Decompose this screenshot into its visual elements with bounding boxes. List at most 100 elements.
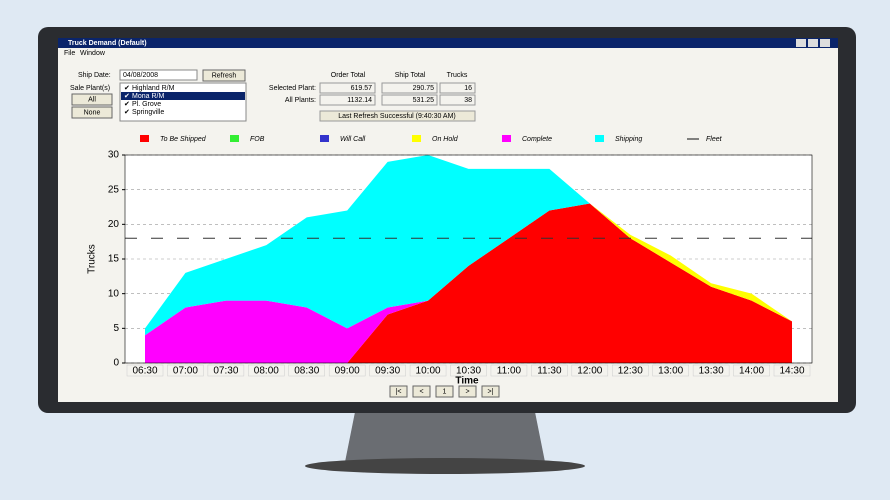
y-tick-label: 10 xyxy=(108,288,120,299)
x-tick-label: 13:30 xyxy=(699,366,724,377)
total-value: 38 xyxy=(464,97,472,104)
row-label: All Plants: xyxy=(285,97,316,104)
x-tick-box xyxy=(248,364,285,377)
value-box xyxy=(381,94,438,106)
row-label: Selected Plant: xyxy=(269,85,316,92)
x-tick-label: 08:00 xyxy=(254,366,279,377)
legend-label[interactable]: To Be Shipped xyxy=(160,136,207,143)
x-tick-label: 14:00 xyxy=(739,366,764,377)
area xyxy=(145,203,792,363)
plant-check: ✔ xyxy=(124,101,130,108)
close[interactable] xyxy=(820,39,830,47)
ship-date[interactable]: 04/08/2008 xyxy=(123,72,158,79)
y-tick-label: 5 xyxy=(113,323,119,334)
x-tick-box xyxy=(571,364,609,377)
ship-date-label: Ship Date: xyxy=(78,72,111,79)
legend-swatch[interactable] xyxy=(502,135,511,142)
refresh-button[interactable] xyxy=(202,69,246,82)
x-tick-box xyxy=(652,364,689,377)
total-value: 531.25 xyxy=(413,97,435,104)
legend-swatch[interactable] xyxy=(595,135,604,142)
status: Last Refresh Successful (9:40:30 AM) xyxy=(338,113,456,120)
pager-button[interactable] xyxy=(481,385,500,398)
selected-row xyxy=(121,92,245,100)
pager-button[interactable] xyxy=(435,385,454,398)
window-title: Truck Demand (Default) xyxy=(68,40,147,47)
legend-swatch[interactable] xyxy=(140,135,149,142)
x-tick-box xyxy=(328,364,366,377)
total-value: 1132.14 xyxy=(347,97,372,104)
minimize[interactable] xyxy=(796,39,806,47)
pager-label[interactable]: 1 xyxy=(443,388,447,395)
plant-item[interactable]: Highland R/M xyxy=(132,85,175,92)
none-button[interactable] xyxy=(71,106,113,119)
plant-check: ✔ xyxy=(124,93,130,100)
x-tick-label: 10:30 xyxy=(456,366,481,377)
area xyxy=(145,155,792,336)
x-tick-label: 09:00 xyxy=(335,366,360,377)
status-box xyxy=(319,110,476,122)
maximize[interactable] xyxy=(808,39,818,47)
legend-label[interactable]: Fleet xyxy=(706,136,723,143)
legend-label[interactable]: Complete xyxy=(522,136,552,143)
x-tick-label: 07:30 xyxy=(213,366,238,377)
total-value: 290.75 xyxy=(413,85,435,92)
y-tick-label: 20 xyxy=(108,219,120,230)
y-tick-label: 30 xyxy=(108,150,120,161)
plant-item[interactable]: Pl. Grove xyxy=(132,101,161,108)
x-tick-box xyxy=(773,364,811,377)
y-axis-label: Trucks xyxy=(87,244,98,274)
header-trucks: Trucks xyxy=(447,72,468,79)
pager-button[interactable] xyxy=(389,385,408,398)
x-axis-label: Time xyxy=(455,376,479,387)
date-box[interactable] xyxy=(119,69,198,81)
x-tick-box xyxy=(288,364,325,377)
none-label[interactable]: None xyxy=(84,109,101,116)
menu-file[interactable]: File xyxy=(64,50,75,57)
sale-plants-label: Sale Plant(s) xyxy=(70,85,110,92)
legend-swatch[interactable] xyxy=(230,135,239,142)
area xyxy=(145,203,792,363)
menu-window[interactable]: Window xyxy=(80,50,106,57)
plant-list[interactable] xyxy=(119,82,247,122)
plant-item[interactable]: Mona R/M xyxy=(132,93,164,100)
pager-button[interactable] xyxy=(412,385,431,398)
x-tick-label: 09:30 xyxy=(375,366,400,377)
value-box xyxy=(439,82,476,94)
pager-label[interactable]: |< xyxy=(396,388,402,395)
title-bar xyxy=(58,38,838,48)
legend-label[interactable]: Shipping xyxy=(615,136,642,143)
monitor-base xyxy=(305,458,585,474)
legend-label[interactable]: FOB xyxy=(250,136,265,143)
x-tick-label: 10:00 xyxy=(416,366,441,377)
header-ship: Ship Total xyxy=(395,72,426,79)
value-box xyxy=(439,94,476,106)
pager-label[interactable]: >| xyxy=(488,388,494,395)
x-tick-box xyxy=(369,364,406,377)
x-tick-box xyxy=(692,364,730,377)
refresh-label[interactable]: Refresh xyxy=(212,72,237,79)
x-tick-label: 07:00 xyxy=(173,366,198,377)
legend-swatch[interactable] xyxy=(320,135,329,142)
legend-label[interactable]: On Hold xyxy=(432,136,459,143)
x-tick-box xyxy=(733,364,770,377)
x-tick-label: 13:00 xyxy=(658,366,683,377)
y-tick-label: 15 xyxy=(108,254,120,265)
x-tick-label: 08:30 xyxy=(294,366,319,377)
x-tick-label: 11:30 xyxy=(537,366,562,377)
total-value: 16 xyxy=(464,85,472,92)
legend-label[interactable]: Will Call xyxy=(340,136,366,143)
pager-button[interactable] xyxy=(458,385,477,398)
x-tick-box xyxy=(167,364,204,377)
legend-swatch[interactable] xyxy=(412,135,421,142)
all-label[interactable]: All xyxy=(88,96,96,103)
x-tick-box xyxy=(531,364,568,377)
pager-label[interactable]: > xyxy=(465,388,469,395)
plant-item[interactable]: Springville xyxy=(132,109,164,116)
all-button[interactable] xyxy=(71,93,113,106)
total-value: 619.57 xyxy=(351,85,373,92)
pager-label[interactable]: < xyxy=(419,388,423,395)
x-tick-box xyxy=(126,364,164,377)
x-tick-box xyxy=(490,364,528,377)
